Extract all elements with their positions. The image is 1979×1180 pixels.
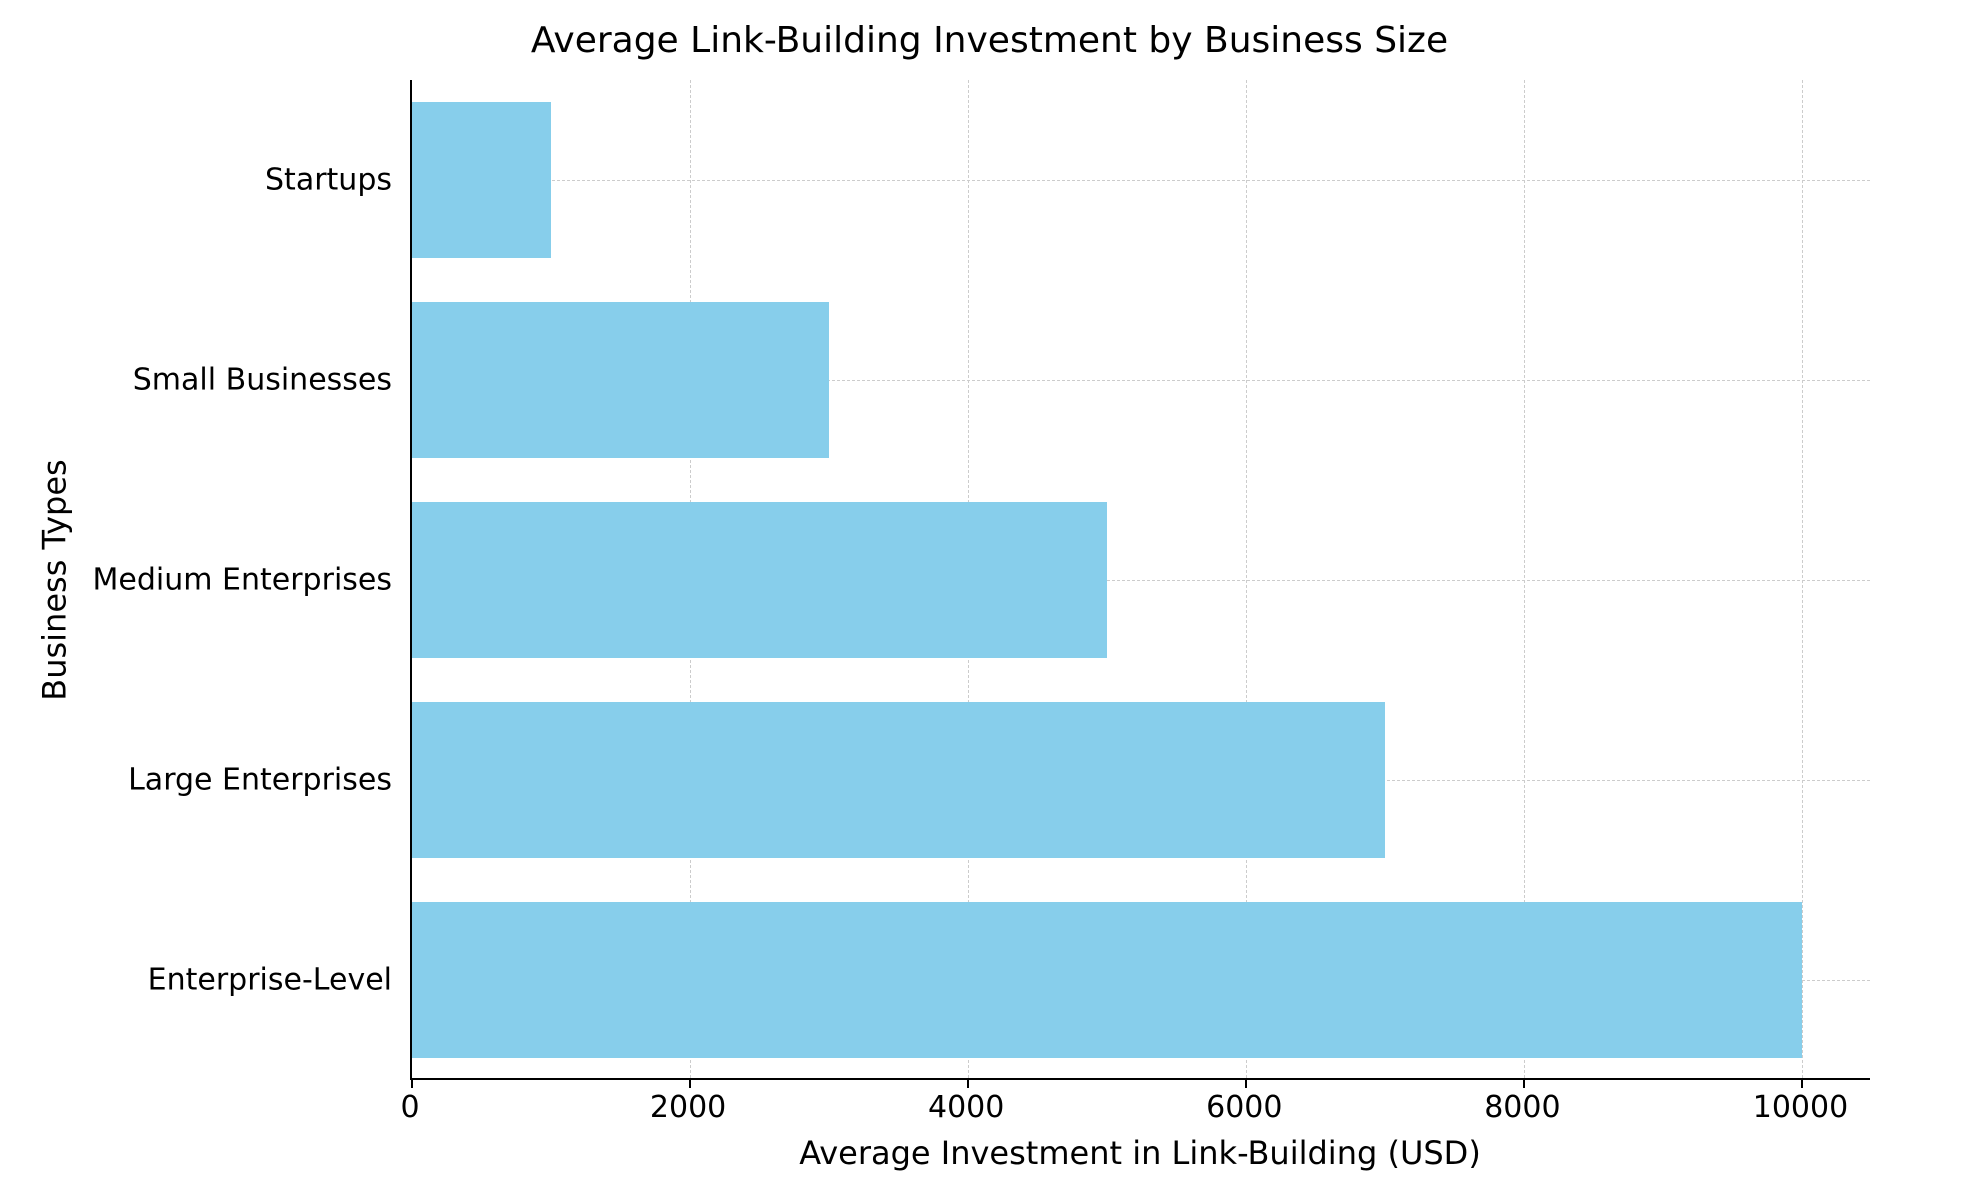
x-tick-label: 8000 bbox=[1484, 1090, 1560, 1125]
x-tick-mark bbox=[967, 1080, 969, 1088]
y-tick-label: Medium Enterprises bbox=[0, 563, 392, 598]
x-tick-mark bbox=[1245, 1080, 1247, 1088]
x-tick-label: 4000 bbox=[928, 1090, 1004, 1125]
bar bbox=[412, 102, 551, 258]
x-tick-mark bbox=[689, 1080, 691, 1088]
y-tick-label: Startups bbox=[0, 163, 392, 198]
x-tick-label: 10000 bbox=[1753, 1090, 1848, 1125]
x-tick-mark bbox=[1801, 1080, 1803, 1088]
y-tick-label: Large Enterprises bbox=[0, 763, 392, 798]
y-tick-label: Enterprise-Level bbox=[0, 963, 392, 998]
bar bbox=[412, 902, 1802, 1058]
x-tick-label: 0 bbox=[400, 1090, 419, 1125]
plot-area bbox=[410, 80, 1870, 1080]
bar bbox=[412, 702, 1385, 858]
x-axis-label: Average Investment in Link-Building (USD… bbox=[410, 1134, 1870, 1172]
x-tick-label: 6000 bbox=[1206, 1090, 1282, 1125]
x-tick-mark bbox=[1523, 1080, 1525, 1088]
bar bbox=[412, 502, 1107, 658]
bar bbox=[412, 302, 829, 458]
x-tick-mark bbox=[411, 1080, 413, 1088]
x-tick-label: 2000 bbox=[650, 1090, 726, 1125]
x-gridline bbox=[1802, 80, 1803, 1078]
chart-title: Average Link-Building Investment by Busi… bbox=[0, 20, 1979, 61]
y-gridline bbox=[412, 180, 1870, 181]
y-tick-label: Small Businesses bbox=[0, 363, 392, 398]
chart-container: Average Link-Building Investment by Busi… bbox=[0, 0, 1979, 1180]
